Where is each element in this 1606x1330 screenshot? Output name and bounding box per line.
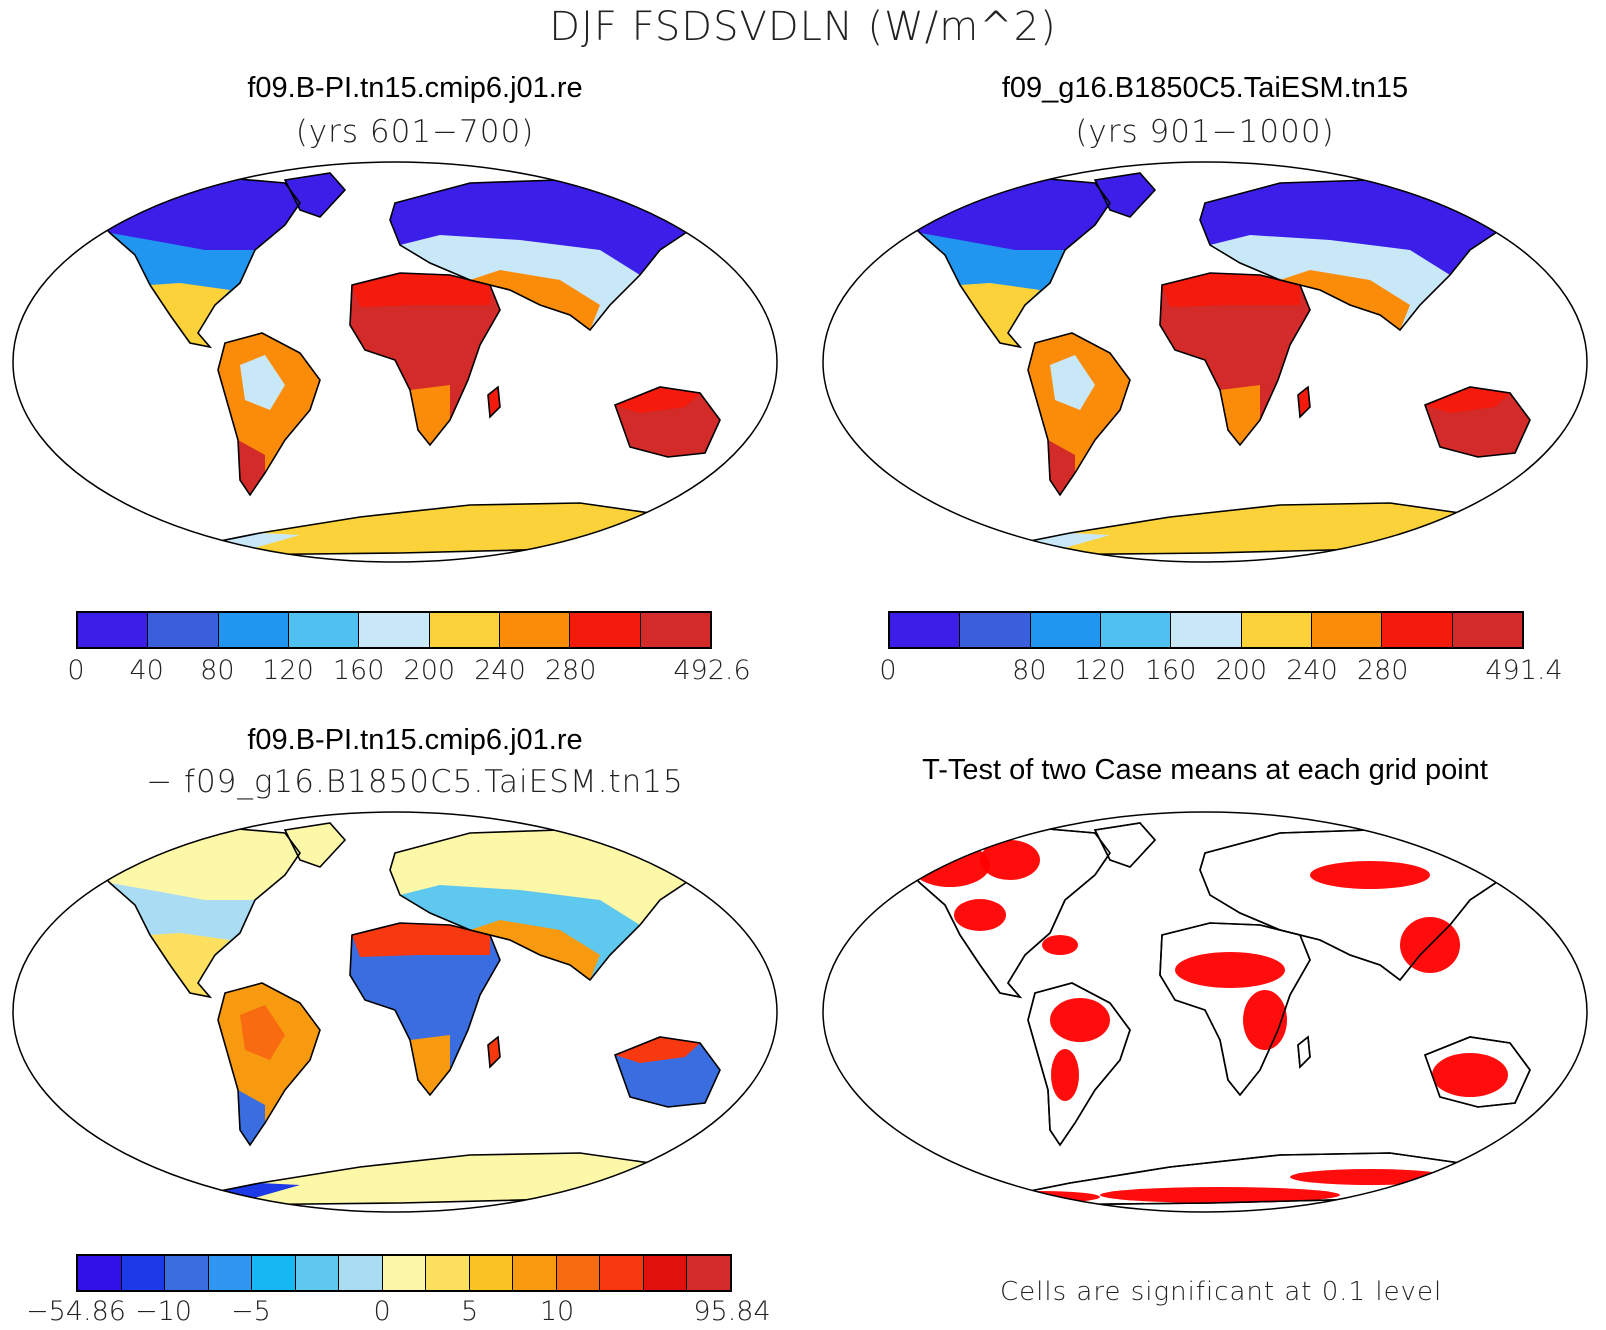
colorbar-tick-label: 240 [1286, 655, 1338, 686]
colorbar-box [960, 613, 1031, 647]
colorbar-box [382, 1256, 427, 1290]
colorbar-box [1171, 613, 1242, 647]
colorbar-tick-label: 0 [879, 655, 897, 686]
colorbar-box [121, 1256, 166, 1290]
colorbar-box [600, 1256, 644, 1290]
significant-region [1042, 935, 1078, 955]
colorbar-box [78, 613, 149, 647]
map-border [12, 161, 778, 563]
significant-region [1050, 998, 1110, 1042]
colorbar-tick-label: 0 [67, 655, 85, 686]
significant-region [980, 840, 1040, 880]
colorbar-tick-label: 160 [1144, 655, 1197, 686]
colorbar-box [429, 613, 500, 647]
colorbar-tick-label: 280 [1356, 655, 1409, 686]
africa [350, 273, 500, 445]
colorbar-box [1241, 613, 1312, 647]
panel-subtitle-top-left: (yrs 601−700) [295, 114, 535, 150]
significant-region [1243, 990, 1287, 1050]
colorbar-tick-label: −54.86 [26, 1296, 126, 1327]
colorbar-tick-label: 492.6 [673, 655, 751, 686]
panel-subtitle-bottom-left: − f09_g16.B1850C5.TaiESM.tn15 [146, 764, 684, 800]
map-border [12, 811, 778, 1213]
colorbar-tick-label: 120 [1074, 655, 1126, 686]
colorbar-tick-label: −10 [134, 1296, 192, 1327]
colorbar-box [339, 1256, 383, 1290]
colorbar-box [1452, 613, 1522, 647]
significant-region [1051, 1049, 1079, 1101]
colorbar-tick-label: 80 [1012, 655, 1047, 686]
colorbar-box [1311, 613, 1383, 647]
significance-footnote: Cells are significant at 0.1 level [1000, 1277, 1443, 1307]
colorbar-labels-top-right: 0 80 120 160 200 240 280 491.4 [879, 655, 1562, 689]
colorbar-box [288, 613, 360, 647]
significant-region [1310, 861, 1430, 889]
colorbar-box [890, 613, 961, 647]
africa [350, 923, 500, 1095]
colorbar-labels-bottom-left: −54.86 −10 −5 0 5 10 95.84 [26, 1296, 771, 1330]
colorbar-box [640, 613, 710, 647]
significant-region [1432, 1053, 1508, 1097]
colorbar-tick-label: 200 [403, 655, 456, 686]
colorbar-box [570, 613, 641, 647]
colorbar-tick-label: 160 [332, 655, 385, 686]
colorbar-box [469, 1256, 514, 1290]
colorbar-box [252, 1256, 296, 1290]
significant-region [1100, 1187, 1340, 1203]
colorbar-box [359, 613, 430, 647]
colorbar-box [1030, 613, 1101, 647]
colorbar-box [643, 1256, 688, 1290]
colorbar-tick-label: 0 [373, 1296, 391, 1327]
colorbar-box [426, 1256, 470, 1290]
africa [1160, 273, 1310, 445]
colorbar-tick-label: 5 [461, 1296, 479, 1327]
colorbar-box [1100, 613, 1172, 647]
colorbar-tick-label: 200 [1215, 655, 1268, 686]
colorbar-tick-label: 40 [129, 655, 164, 686]
colorbar-bottom-left [76, 1254, 732, 1292]
map-top-right [810, 155, 1606, 565]
map-bottom-right [810, 805, 1606, 1215]
colorbar-box [218, 613, 289, 647]
panel-title-bottom-left: f09.B-PI.tn15.cmip6.j01.re [247, 724, 583, 756]
colorbar-box [687, 1256, 730, 1290]
colorbar-box [295, 1256, 340, 1290]
colorbar-box [165, 1256, 209, 1290]
colorbar-box [208, 1256, 253, 1290]
colorbar-tick-label: 240 [474, 655, 526, 686]
colorbar-tick-label: −5 [231, 1296, 271, 1327]
panel-title-top-right: f09_g16.B1850C5.TaiESM.tn15 [1001, 72, 1409, 104]
panel-title-top-left: f09.B-PI.tn15.cmip6.j01.re [247, 72, 583, 104]
map-top-left [0, 155, 800, 565]
colorbar-box [148, 613, 219, 647]
colorbar-box [556, 1256, 601, 1290]
map-border [822, 161, 1588, 563]
panel-subtitle-top-right: (yrs 901−1000) [1075, 114, 1335, 150]
colorbar-box [78, 1256, 122, 1290]
colorbar-labels-top-left: 0 40 80 120 160 200 240 280 492.6 [67, 655, 750, 689]
colorbar-box [1382, 613, 1453, 647]
colorbar-box [513, 1256, 557, 1290]
colorbar-top-right [888, 611, 1524, 649]
significant-region [954, 899, 1006, 931]
colorbar-tick-label: 10 [539, 1296, 575, 1327]
main-title: DJF FSDSVDLN (W/m^2) [549, 4, 1057, 50]
colorbar-top-left [76, 611, 712, 649]
colorbar-tick-label: 95.84 [693, 1296, 771, 1327]
colorbar-tick-label: 120 [262, 655, 314, 686]
panel-title-bottom-right: T-Test of two Case means at each grid po… [922, 754, 1488, 786]
colorbar-tick-label: 80 [200, 655, 235, 686]
colorbar-tick-label: 280 [544, 655, 597, 686]
map-border [822, 811, 1588, 1213]
colorbar-tick-label: 491.4 [1485, 655, 1563, 686]
colorbar-box [499, 613, 571, 647]
map-bottom-left [0, 805, 800, 1215]
significant-region [1175, 952, 1285, 988]
